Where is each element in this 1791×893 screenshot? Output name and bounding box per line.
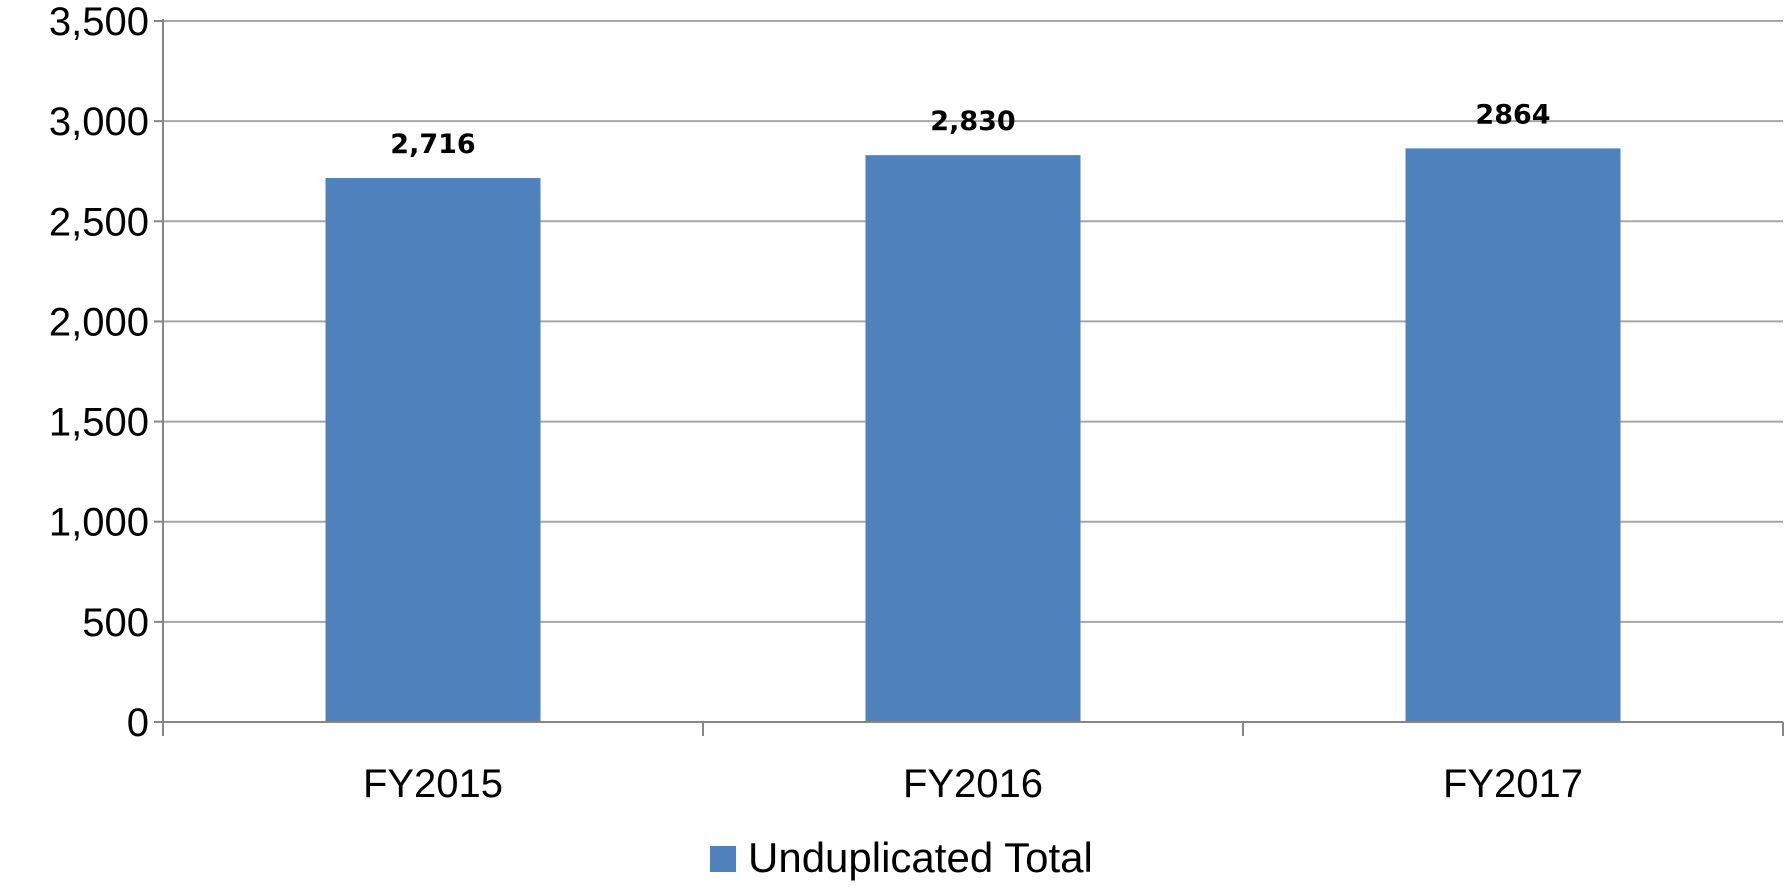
y-axis-tick-label: 2,500 xyxy=(49,200,149,244)
bar-fy2017 xyxy=(1405,148,1621,722)
x-axis-tick-label: FY2016 xyxy=(903,762,1043,806)
y-axis-tick-label: 1,500 xyxy=(49,401,149,445)
y-axis-tick-label: 3,000 xyxy=(49,100,149,144)
y-axis-tick-label: 3,500 xyxy=(49,0,149,44)
data-label: 2864 xyxy=(1475,99,1550,130)
data-label: 2,830 xyxy=(930,106,1015,137)
data-label: 2,716 xyxy=(390,129,475,160)
y-axis-tick-labels: 0 500 1,000 1,500 2,000 2,500 3,000 3,500 xyxy=(49,0,149,745)
x-axis-tick-label: FY2017 xyxy=(1443,762,1583,806)
data-labels: 2,716 2,830 2864 xyxy=(390,99,1550,160)
legend-label: Unduplicated Total xyxy=(748,834,1093,881)
y-axis-tick-label: 0 xyxy=(127,701,149,745)
bar-fy2016 xyxy=(865,155,1081,723)
axes xyxy=(154,19,1784,736)
x-axis-tick-labels: FY2015 FY2016 FY2017 xyxy=(363,762,1583,806)
y-axis-tick-label: 2,000 xyxy=(49,300,149,344)
y-axis-tick-label: 500 xyxy=(82,601,149,645)
bars xyxy=(325,148,1621,723)
x-axis-tick-label: FY2015 xyxy=(363,762,503,806)
legend-swatch xyxy=(710,846,736,872)
y-axis-tick-label: 1,000 xyxy=(49,501,149,545)
bar-fy2015 xyxy=(325,178,541,723)
legend: Unduplicated Total xyxy=(710,834,1093,881)
